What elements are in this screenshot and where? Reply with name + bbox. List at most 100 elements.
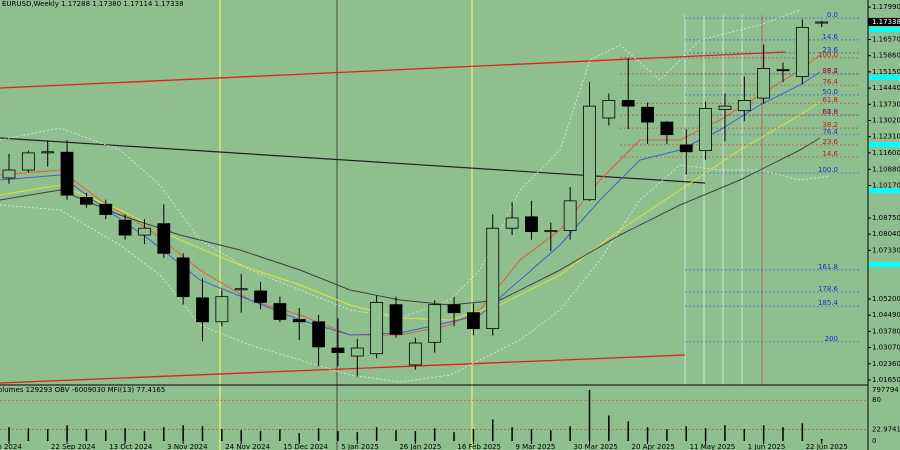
y-tick-label: 1.08040 [872,230,900,238]
fib-label: 85.4 [822,67,838,75]
candle-body [679,144,693,153]
fib-label: 61.8 [822,96,838,104]
x-tick-label: 22 Sep 2024 [51,443,96,450]
y-tick-label: 1.10170 [872,182,900,190]
candle-body [602,100,616,119]
candle-body [795,26,809,77]
y-tick-label: 1.15860 [872,52,900,60]
candle-body [699,108,712,152]
candle-body [138,227,151,236]
x-tick-label: 3 Nov 2024 [167,443,208,450]
candle-body [292,319,306,323]
candle-body [447,304,461,314]
candle-body [563,200,577,231]
fib-label: 0.0 [827,11,838,19]
fib-label: 23.6 [822,46,838,54]
current-price-box [868,17,900,26]
x-tick-label: 16 Feb 2025 [457,443,501,450]
x-tick-label: 13 Oct 2024 [109,443,153,450]
fib-label: 38.2 [822,121,838,129]
fib-label: 76.4 [822,78,838,86]
candle-body [273,303,287,320]
candle-body [525,216,538,233]
candle-body [737,100,751,112]
candle-body [718,105,732,110]
y-tick-label: 1.12310 [872,133,900,141]
candle-body [621,100,635,107]
candle-body [389,304,403,335]
fib-label: 76.4 [822,128,838,136]
candle-body [408,342,422,366]
candle-body [428,304,442,343]
x-tick-label: ep 2024 [0,443,22,450]
candle-body [2,169,16,179]
candle-body [350,347,364,357]
y-tick-label: 1.15150 [872,68,900,76]
fib-label: 14.6 [822,150,838,158]
candle-body [215,296,229,323]
candle-body [21,152,35,171]
candle-body [41,151,55,154]
candle-body [544,230,558,233]
x-tick-label: 9 Mar 2025 [515,443,555,450]
y-tick-label: 1.07330 [872,246,900,254]
fib-label: 200 [825,335,838,343]
candle-body [815,21,829,24]
y-tick-label: 1.03070 [872,344,900,352]
candle-body [466,312,480,330]
x-tick-label: 22 Jun 2025 [806,443,848,450]
y-tick-label: 1.05200 [872,295,900,303]
candle-body [118,219,132,236]
candle-body [583,105,596,201]
y-tick-label: 1.01650 [872,376,900,384]
candle-body [312,321,326,348]
candle-body [641,106,654,123]
current-price-label: 1.17338 [872,18,900,26]
mfi-level-label: 80 [872,396,881,404]
x-tick-label: 20 Apr 2025 [632,443,675,450]
y-tick-label: 1.17990 [872,3,900,11]
y-tick-label: 1.10880 [872,165,900,173]
fib-label: 50.0 [822,88,838,96]
fib-label: 100.0 [818,51,838,59]
fib-label: 100.0 [818,166,838,174]
x-tick-label: 30 Mar 2025 [574,443,618,450]
candle-body [196,297,209,323]
fib-label: 61.8 [822,108,838,116]
candle-body [176,257,190,298]
y-tick-label: 1.16570 [872,35,900,43]
volume-tick-label: 0 [872,437,876,445]
y-tick-label: 1.11600 [872,149,900,157]
x-tick-label: 1 Jun 2025 [748,443,786,450]
level-markers [868,27,900,267]
candle-body [505,217,519,229]
x-tick-label: 5 Jan 2025 [341,443,379,450]
candle-body [254,290,267,303]
x-tick-label: 26 Jan 2025 [399,443,441,450]
candle-body [234,288,248,291]
candle-body [486,227,500,330]
y-tick-label: 1.03780 [872,327,900,335]
fib-label: 178.6 [818,285,839,293]
candle-body [757,68,771,99]
candle-body [99,203,113,215]
candle-body [331,347,345,353]
candle-body [157,223,171,254]
y-tick-label: 1.02360 [872,360,900,368]
volume-title: olumes 129293 OBV -6009030 MFI(13) 77.41… [0,386,165,394]
volume-tick-label: 797794 [872,386,899,394]
bollinger-bands [0,9,831,383]
x-tick-label: 15 Dec 2024 [283,443,328,450]
chart-title: EURUSD,Weekly 1.17288 1.17380 1.17114 1.… [2,0,184,8]
x-tick-label: 24 Nov 2024 [225,443,270,450]
candle-body [370,301,384,355]
y-tick-label: 1.13730 [872,100,900,108]
fib-label: 50.0 [822,108,838,116]
fib-label: 14.6 [822,33,838,41]
fib-label: 161.8 [818,263,838,271]
candle-body [80,197,93,205]
candle-body [60,151,74,196]
candle-body [776,69,790,72]
